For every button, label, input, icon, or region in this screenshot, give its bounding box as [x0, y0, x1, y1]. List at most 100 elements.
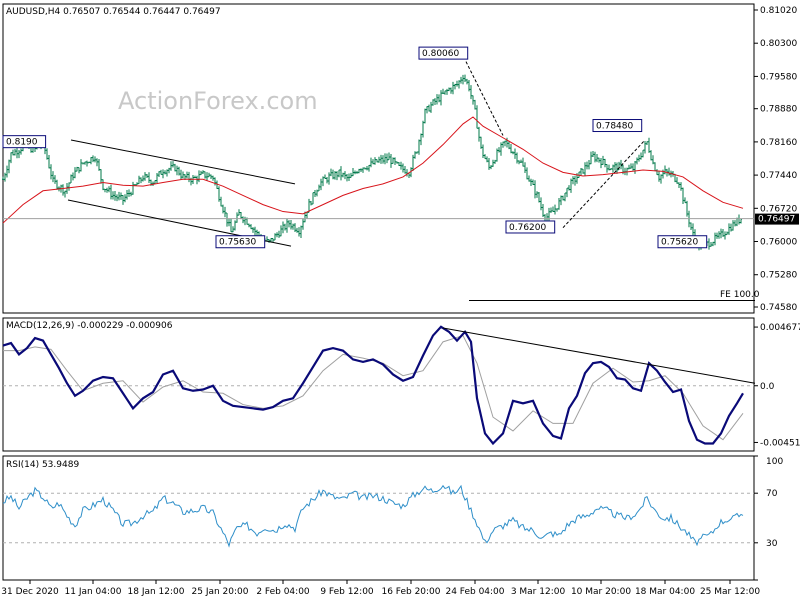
- price-bar: [138, 175, 140, 185]
- price-bar: [510, 144, 512, 154]
- price-bar: [146, 174, 148, 178]
- rsi-tick-label: 30: [766, 539, 778, 549]
- price-bar: [434, 98, 436, 106]
- price-bar: [268, 239, 270, 243]
- price-pane[interactable]: ActionForex.com AUDUSD,H4 0.76507 0.7654…: [2, 3, 799, 314]
- price-bar: [132, 181, 134, 195]
- price-bar: [74, 167, 76, 179]
- time-tick-label: 9 Feb 12:00: [320, 587, 374, 597]
- price-bar: [392, 157, 394, 164]
- price-bar: [364, 167, 366, 170]
- price-bar: [214, 177, 216, 186]
- price-bar: [588, 159, 590, 170]
- price-bar: [468, 80, 470, 92]
- price-bar: [502, 141, 504, 148]
- price-bar: [448, 87, 450, 92]
- price-bar: [350, 172, 352, 178]
- price-bar: [740, 218, 742, 224]
- sma-line: [2, 116, 744, 224]
- price-bar: [10, 152, 12, 164]
- price-bar: [342, 172, 344, 178]
- price-bar: [388, 152, 390, 161]
- price-bar: [462, 74, 464, 85]
- price-bar: [168, 167, 170, 174]
- annotation-label: 0.78480: [596, 122, 633, 132]
- price-bar: [416, 151, 418, 154]
- price-bar: [296, 227, 298, 233]
- macd-tick-label: 0.004677: [760, 323, 800, 333]
- rsi-pane[interactable]: RSI(14) 53.9489 100 70 30: [2, 455, 783, 581]
- time-tick-label: 24 Feb 04:00: [445, 587, 504, 597]
- price-bar: [560, 195, 562, 206]
- price-bar: [170, 161, 172, 171]
- price-bar: [354, 170, 356, 175]
- price-bar: [372, 159, 374, 165]
- price-bar: [204, 171, 206, 179]
- price-bar: [158, 171, 160, 178]
- price-bar: [396, 161, 398, 164]
- price-bar: [252, 227, 254, 233]
- price-bar: [616, 162, 618, 174]
- price-bar: [106, 187, 108, 193]
- price-bar: [98, 158, 100, 171]
- price-annotation: FE 100.0: [720, 290, 760, 300]
- price-bar: [630, 163, 632, 169]
- dashed-projection-line: [465, 61, 504, 136]
- macd-tick-label: 0.0: [760, 382, 775, 392]
- price-bar: [100, 169, 102, 184]
- price-bar: [668, 167, 670, 176]
- price-bar: [200, 170, 202, 176]
- price-bar: [46, 148, 48, 160]
- price-bar: [556, 208, 558, 212]
- rsi-line: [2, 484, 754, 548]
- rsi-label: RSI(14) 53.9489: [6, 460, 79, 470]
- price-bar: [542, 204, 544, 217]
- price-bar: [488, 158, 490, 170]
- price-tick-label: 0.78880: [760, 105, 797, 115]
- price-bar: [634, 161, 636, 174]
- price-bar: [288, 220, 290, 228]
- price-bar: [682, 187, 684, 205]
- price-bar: [340, 166, 342, 181]
- price-bar: [590, 151, 592, 165]
- price-bar: [130, 191, 132, 197]
- time-tick-label: 11 Jan 04:00: [65, 587, 122, 597]
- price-bar: [380, 154, 382, 164]
- price-bar: [360, 168, 362, 172]
- price-bar: [606, 164, 608, 173]
- price-annotation: 0.75620: [657, 235, 708, 249]
- price-bar: [122, 194, 124, 205]
- price-tick-label: 0.76000: [760, 238, 797, 248]
- price-bar: [20, 148, 22, 155]
- price-bar: [536, 191, 538, 198]
- price-bar: [352, 167, 354, 177]
- time-tick-label: 16 Feb 20:00: [381, 587, 440, 597]
- price-bar: [282, 221, 284, 234]
- price-tick-label: 0.78160: [760, 138, 797, 148]
- price-bar: [690, 222, 692, 230]
- price-bar: [586, 161, 588, 170]
- price-bar: [276, 232, 278, 238]
- price-bar: [732, 220, 734, 231]
- price-bar: [504, 140, 506, 147]
- price-tick-label: 0.77440: [760, 171, 797, 181]
- rsi-tick-label: 70: [766, 489, 778, 499]
- price-bar: [600, 157, 602, 169]
- price-bar: [426, 106, 428, 114]
- price-bar: [438, 94, 440, 103]
- price-annotation: 0.8190: [2, 135, 47, 149]
- price-bar: [240, 211, 242, 220]
- price-bar: [516, 152, 518, 164]
- price-bar: [112, 191, 114, 200]
- price-bar: [144, 172, 146, 181]
- price-bar: [118, 191, 120, 201]
- price-bar: [484, 154, 486, 160]
- price-bar: [482, 144, 484, 158]
- macd-tick-label: -0.004519: [760, 438, 800, 448]
- macd-pane[interactable]: MACD(12,26,9) -0.000229 -0.000906 0.0046…: [2, 317, 800, 452]
- price-bar: [724, 231, 726, 240]
- time-tick-label: 18 Jan 12:00: [128, 587, 185, 597]
- price-bar: [148, 172, 150, 183]
- price-bar: [18, 150, 20, 159]
